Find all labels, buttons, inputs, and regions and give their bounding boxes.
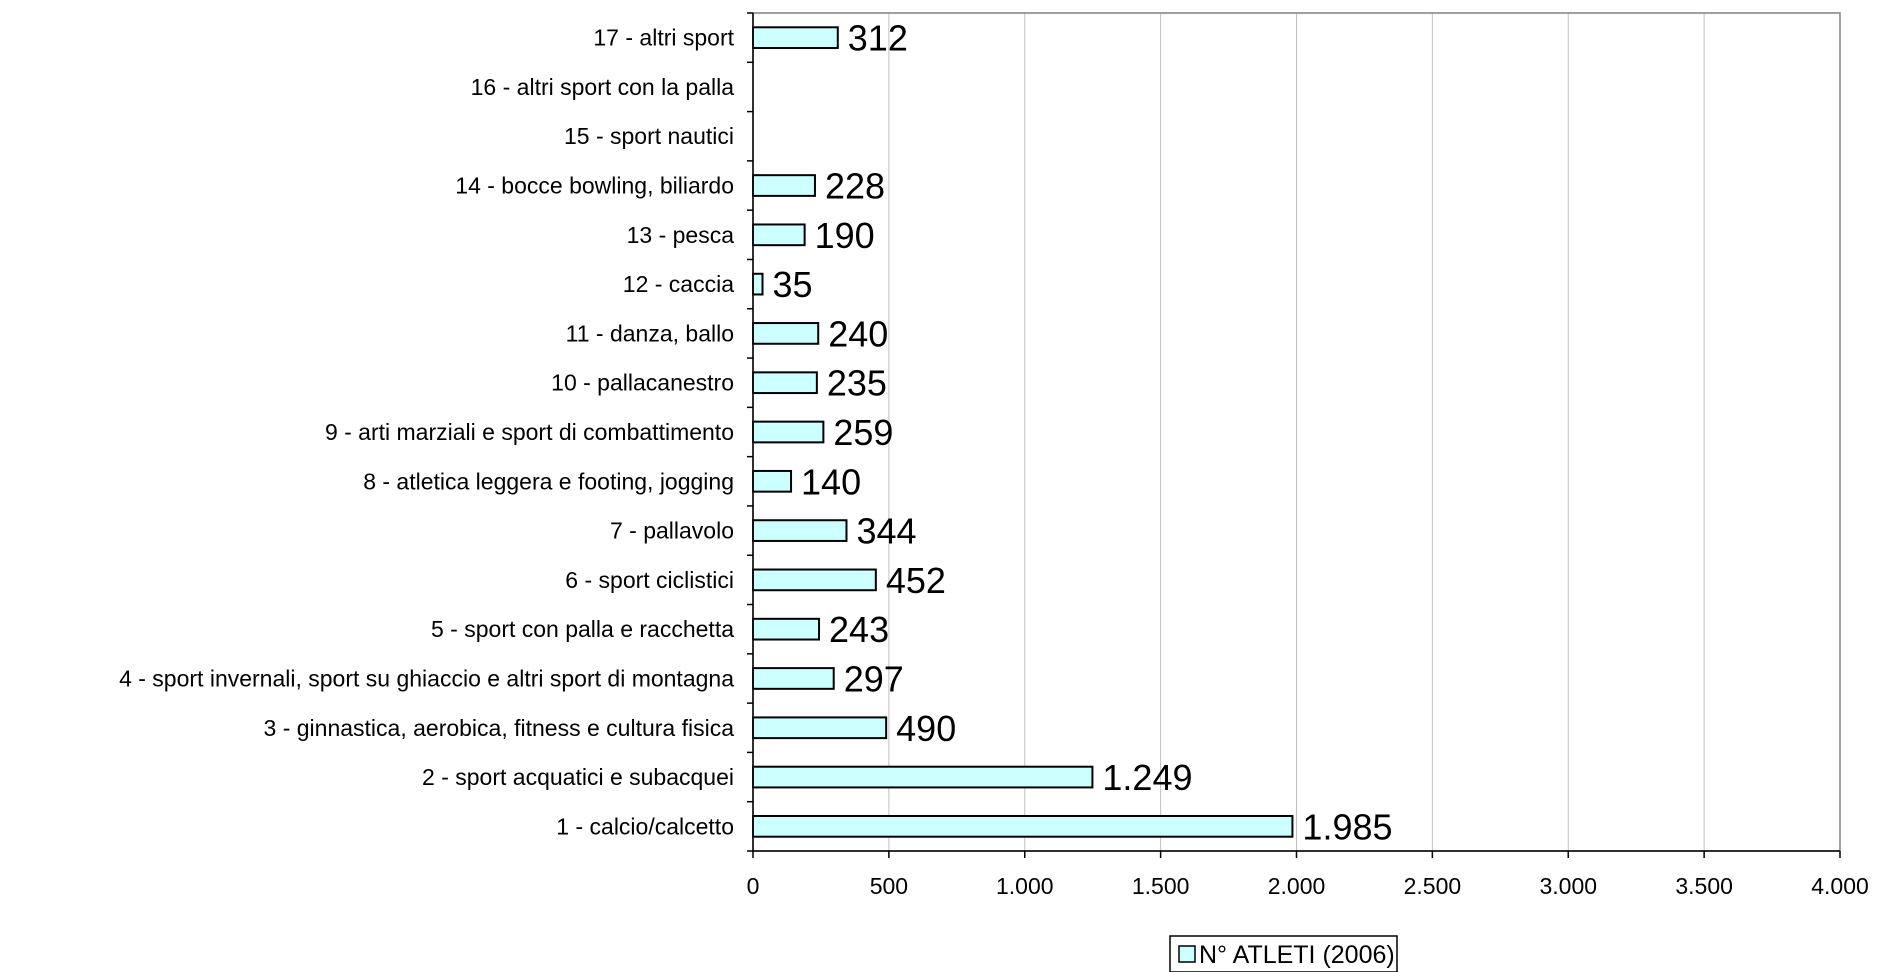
x-tick-label: 2.000 (1268, 873, 1326, 899)
data-label: 297 (844, 658, 904, 699)
data-label: 490 (896, 708, 956, 749)
category-label: 4 - sport invernali, sport su ghiaccio e… (119, 665, 734, 691)
category-label: 7 - pallavolo (610, 518, 734, 544)
x-tick-label: 3.000 (1539, 873, 1597, 899)
data-label: 259 (833, 412, 893, 453)
category-label: 9 - arti marziali e sport di combattimen… (325, 419, 734, 445)
bar (752, 371, 818, 395)
data-label: 1.249 (1102, 757, 1192, 798)
category-label: 13 - pesca (627, 222, 735, 248)
bar (752, 272, 764, 296)
data-label: 243 (829, 609, 889, 650)
x-tick-label: 1.500 (1132, 873, 1190, 899)
category-label: 6 - sport ciclistici (565, 567, 734, 593)
x-tick-label: 2.500 (1404, 873, 1462, 899)
data-label: 35 (773, 264, 813, 305)
data-label: 344 (856, 511, 916, 552)
data-label: 1.985 (1302, 806, 1392, 847)
legend-swatch (1178, 945, 1196, 963)
legend-frame (1169, 935, 1398, 972)
category-label: 14 - bocce bowling, biliardo (455, 173, 734, 199)
category-label: 8 - atletica leggera e footing, jogging (363, 468, 734, 494)
bar (752, 716, 888, 740)
category-label: 12 - caccia (623, 271, 734, 297)
x-tick-label: 1.000 (996, 873, 1054, 899)
bar (752, 617, 821, 641)
bar (752, 519, 848, 542)
category-label: 17 - altri sport (593, 25, 734, 51)
data-labels: 1.985 1.249 490 297 243 452 344 140 259 235 240 351… (773, 18, 1393, 848)
bar (752, 568, 877, 592)
category-label: 11 - danza, ballo (566, 320, 734, 346)
category-label: 16 - altri sport con la palla (471, 74, 735, 100)
data-label: 228 (825, 166, 885, 207)
data-label: 190 (815, 215, 875, 256)
axes (747, 12, 1841, 858)
category-label: 1 - calcio/calcetto (556, 813, 734, 839)
category-label: 5 - sport con palla e racchetta (431, 616, 734, 642)
data-label: 312 (848, 18, 908, 59)
data-label: 240 (828, 313, 888, 354)
category-label: 2 - sport acquatici e subacquei (422, 764, 734, 790)
data-label: 140 (801, 461, 861, 502)
x-tick-label: 0 (747, 873, 760, 899)
bar (752, 322, 820, 345)
bar (752, 667, 835, 690)
bar (752, 223, 806, 247)
data-label: 452 (886, 560, 946, 601)
bar (752, 815, 1294, 838)
data-label: 235 (827, 363, 887, 404)
x-tick-label: 500 (870, 873, 908, 899)
legend: N° ATLETI (2006) (1169, 935, 1398, 972)
category-label: 10 - pallacanestro (551, 370, 734, 396)
x-tick-label: 4.000 (1811, 873, 1869, 899)
bar (752, 174, 816, 197)
category-label: 15 - sport nautici (564, 123, 734, 149)
bar (752, 26, 839, 49)
bars (752, 26, 1294, 838)
bar (752, 469, 793, 493)
bar (752, 420, 825, 444)
x-tick-labels: 0 500 1.000 1.500 2.000 2.500 3.000 3.500 4.000 (747, 873, 1869, 899)
legend-label: N° ATLETI (2006) (1199, 941, 1395, 969)
x-tick-label: 3.500 (1675, 873, 1733, 899)
category-label: 3 - ginnastica, aerobica, fitness e cult… (264, 715, 735, 741)
gridlines (888, 13, 1841, 851)
category-labels: 1 - calcio/calcetto 2 - sport acquatici e… (119, 25, 735, 840)
bar (752, 765, 1094, 789)
